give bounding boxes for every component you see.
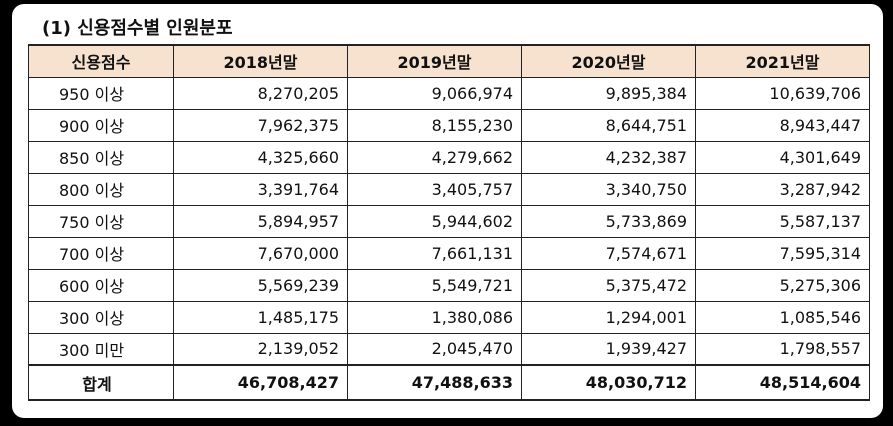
cell-value: 5,587,137 bbox=[695, 204, 870, 238]
cell-value: 8,270,205 bbox=[173, 76, 348, 110]
table-row: 800 이상 3,391,764 3,405,757 3,340,750 3,2… bbox=[28, 172, 870, 206]
cell-value: 4,301,649 bbox=[695, 140, 870, 174]
total-row: 합계 46,708,427 47,488,633 48,030,712 48,5… bbox=[28, 364, 870, 401]
table-row: 600 이상 5,569,239 5,549,721 5,375,472 5,2… bbox=[28, 268, 870, 302]
cell-value: 1,798,557 bbox=[695, 332, 870, 366]
cell-value: 9,895,384 bbox=[521, 76, 696, 110]
cell-value: 2,045,470 bbox=[347, 332, 522, 366]
cell-value: 7,661,131 bbox=[347, 236, 522, 270]
cell-value: 1,294,001 bbox=[521, 300, 696, 334]
total-value: 46,708,427 bbox=[173, 364, 348, 401]
page-title: (1) 신용점수별 인원분포 bbox=[42, 18, 233, 39]
credit-score-distribution-table: 신용점수 2018년말 2019년말 2020년말 2021년말 950 이상 … bbox=[28, 44, 870, 401]
cell-value: 5,375,472 bbox=[521, 268, 696, 302]
cell-value: 1,485,175 bbox=[173, 300, 348, 334]
cell-value: 5,275,306 bbox=[695, 268, 870, 302]
table-row: 750 이상 5,894,957 5,944,602 5,733,869 5,5… bbox=[28, 204, 870, 238]
header-2018: 2018년말 bbox=[173, 44, 348, 78]
cell-value: 5,733,869 bbox=[521, 204, 696, 238]
cell-value: 7,962,375 bbox=[173, 108, 348, 142]
cell-value: 8,943,447 bbox=[695, 108, 870, 142]
cell-value: 5,569,239 bbox=[173, 268, 348, 302]
cell-value: 8,644,751 bbox=[521, 108, 696, 142]
cell-value: 4,325,660 bbox=[173, 140, 348, 174]
row-label: 300 미만 bbox=[28, 332, 174, 366]
cell-value: 7,595,314 bbox=[695, 236, 870, 270]
total-value: 48,514,604 bbox=[695, 364, 870, 401]
cell-value: 4,279,662 bbox=[347, 140, 522, 174]
row-label: 300 이상 bbox=[28, 300, 174, 334]
cell-value: 3,405,757 bbox=[347, 172, 522, 206]
cell-value: 7,670,000 bbox=[173, 236, 348, 270]
cell-value: 5,894,957 bbox=[173, 204, 348, 238]
row-label: 600 이상 bbox=[28, 268, 174, 302]
header-2021: 2021년말 bbox=[695, 44, 870, 78]
row-label: 800 이상 bbox=[28, 172, 174, 206]
row-label: 900 이상 bbox=[28, 108, 174, 142]
cell-value: 3,287,942 bbox=[695, 172, 870, 206]
cell-value: 2,139,052 bbox=[173, 332, 348, 366]
table-row: 300 미만 2,139,052 2,045,470 1,939,427 1,7… bbox=[28, 332, 870, 366]
cell-value: 7,574,671 bbox=[521, 236, 696, 270]
cell-value: 5,549,721 bbox=[347, 268, 522, 302]
cell-value: 3,391,764 bbox=[173, 172, 348, 206]
table-row: 900 이상 7,962,375 8,155,230 8,644,751 8,9… bbox=[28, 108, 870, 142]
cell-value: 4,232,387 bbox=[521, 140, 696, 174]
cell-value: 1,085,546 bbox=[695, 300, 870, 334]
total-value: 48,030,712 bbox=[521, 364, 696, 401]
table-row: 850 이상 4,325,660 4,279,662 4,232,387 4,3… bbox=[28, 140, 870, 174]
header-2020: 2020년말 bbox=[521, 44, 696, 78]
total-value: 47,488,633 bbox=[347, 364, 522, 401]
header-credit-score: 신용점수 bbox=[28, 44, 174, 78]
table-row: 950 이상 8,270,205 9,066,974 9,895,384 10,… bbox=[28, 76, 870, 110]
cell-value: 5,944,602 bbox=[347, 204, 522, 238]
cell-value: 10,639,706 bbox=[695, 76, 870, 110]
header-2019: 2019년말 bbox=[347, 44, 522, 78]
total-label: 합계 bbox=[28, 364, 174, 401]
cell-value: 3,340,750 bbox=[521, 172, 696, 206]
cell-value: 1,939,427 bbox=[521, 332, 696, 366]
row-label: 950 이상 bbox=[28, 76, 174, 110]
cell-value: 1,380,086 bbox=[347, 300, 522, 334]
cell-value: 8,155,230 bbox=[347, 108, 522, 142]
table-row: 700 이상 7,670,000 7,661,131 7,574,671 7,5… bbox=[28, 236, 870, 270]
row-label: 750 이상 bbox=[28, 204, 174, 238]
row-label: 850 이상 bbox=[28, 140, 174, 174]
table-header-row: 신용점수 2018년말 2019년말 2020년말 2021년말 bbox=[28, 44, 870, 78]
row-label: 700 이상 bbox=[28, 236, 174, 270]
cell-value: 9,066,974 bbox=[347, 76, 522, 110]
table-row: 300 이상 1,485,175 1,380,086 1,294,001 1,0… bbox=[28, 300, 870, 334]
